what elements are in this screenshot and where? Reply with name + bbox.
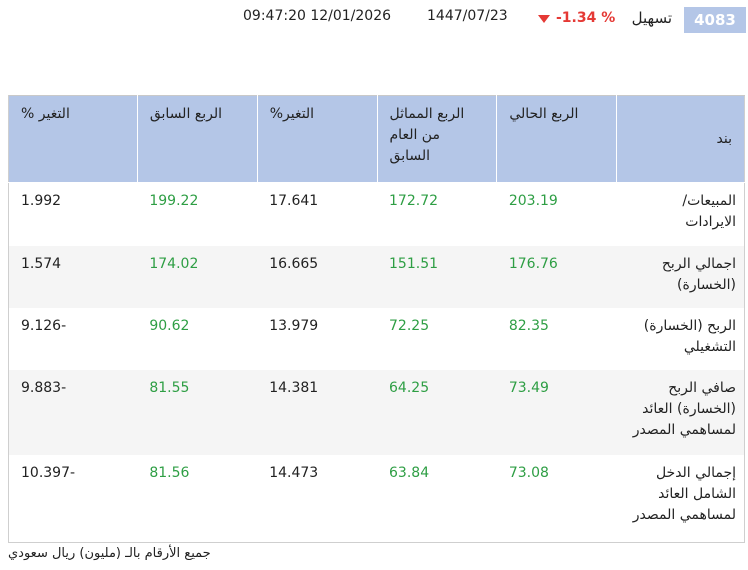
company-name: تسهيل (631, 9, 672, 27)
cell-same-quarter-last-year: 151.51 (377, 245, 497, 308)
cell-change-pct-yoy: 14.381 (257, 369, 378, 455)
cell-previous-quarter: 174.02 (137, 245, 258, 308)
financials-table: بند الربع الحالي الربع المماثل من العام … (8, 95, 745, 543)
column-header-same-quarter-last-year: الربع المماثل من العام السابق (376, 95, 498, 183)
row-item-label: اجمالي الربح (الخسارة) (616, 245, 745, 308)
cell-change-pct-qoq: -9.883 (8, 369, 138, 455)
price-change: -1.34 % (538, 10, 615, 26)
cell-change-pct-qoq: -10.397 (8, 454, 138, 543)
cell-current-quarter: 73.49 (496, 369, 617, 455)
cell-change-pct-qoq: 1.992 (8, 182, 138, 246)
cell-previous-quarter: 199.22 (149, 193, 199, 209)
hijri-date: 1447/07/23 (427, 8, 508, 24)
table-row: الربح (الخسارة) التشغيلي 82.35 72.25 13.… (8, 307, 745, 370)
row-item-label: إجمالي الدخل الشامل العائد لمساهمي المصد… (616, 454, 745, 543)
table-row: إجمالي الدخل الشامل العائد لمساهمي المصد… (8, 454, 745, 543)
cell-same-quarter-last-year: 72.25 (389, 317, 430, 334)
cell-change-pct-yoy: 16.665 (257, 245, 378, 308)
table-row: اجمالي الربح (الخسارة) 176.76 151.51 16.… (8, 245, 745, 308)
row-item-label: المبيعات/ الايرادات (616, 182, 745, 246)
cell-current-quarter: 73.08 (508, 464, 549, 481)
cell-previous-quarter: 81.56 (149, 464, 190, 481)
cell-same-quarter-last-year: 63.84 (389, 464, 430, 481)
cell-change-pct-yoy: 14.473 (269, 464, 319, 481)
currency-footnote: جميع الأرقام بالـ (مليون) ريال سعودي (8, 542, 745, 561)
column-header-change-pct-qoq: التغير % (8, 95, 138, 183)
table-row: صافي الربح (الخسارة) العائد لمساهمي المص… (8, 369, 745, 455)
cell-current-quarter: 82.35 (508, 317, 549, 334)
column-header-current-quarter: الربع الحالي (496, 95, 618, 183)
row-item-label: صافي الربح (الخسارة) العائد لمساهمي المص… (616, 369, 745, 455)
cell-same-quarter-last-year: 172.72 (389, 193, 439, 209)
table-header-row: بند الربع الحالي الربع المماثل من العام … (8, 95, 745, 183)
cell-previous-quarter: 90.62 (149, 317, 190, 334)
cell-same-quarter-last-year: 64.25 (377, 369, 497, 455)
column-header-previous-quarter: الربع السابق (136, 95, 258, 183)
column-header-item: بند (616, 95, 745, 183)
row-item-label: الربح (الخسارة) التشغيلي (616, 307, 745, 370)
cell-change-pct-yoy: 17.641 (269, 193, 319, 209)
table-row: المبيعات/ الايرادات 203.19 172.72 17.641… (8, 182, 745, 246)
cell-change-pct-yoy: 13.979 (269, 317, 319, 334)
triangle-down-icon (538, 15, 550, 23)
column-header-change-pct-yoy: التغير% (256, 95, 378, 183)
cell-change-pct-qoq: -9.126 (8, 307, 138, 370)
price-change-value: -1.34 % (556, 10, 616, 26)
gregorian-datetime: 09:47:20 12/01/2026 (243, 8, 392, 24)
cell-change-pct-qoq: 1.574 (8, 245, 138, 308)
cell-previous-quarter: 81.55 (137, 369, 258, 455)
cell-current-quarter: 203.19 (508, 193, 558, 209)
stock-header: 4083 تسهيل -1.34 % 1447/07/23 09:47:20 1… (0, 0, 748, 40)
cell-current-quarter: 176.76 (496, 245, 617, 308)
stock-code-badge[interactable]: 4083 (684, 7, 746, 33)
